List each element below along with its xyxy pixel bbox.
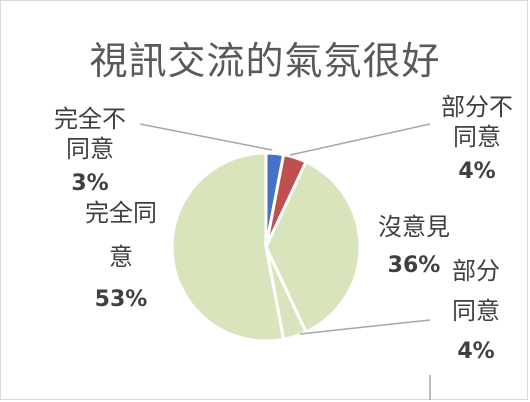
label-partly-agree: 部分 同意 4% xyxy=(436,256,516,366)
label-partly-agree-line1: 部分 xyxy=(452,257,500,285)
slice-strongly-agree xyxy=(170,151,286,343)
label-strongly-agree: 完全同 意 53% xyxy=(66,198,176,314)
label-strongly-disagree-line1: 完全不 xyxy=(54,105,126,133)
label-no-opinion-line1: 沒意見 xyxy=(378,213,450,241)
leader-line-strongly-disagree xyxy=(139,123,273,151)
label-strongly-agree-percent: 53% xyxy=(94,287,148,312)
label-no-opinion: 沒意見 36% xyxy=(366,212,462,280)
label-partly-disagree-line1: 部分不 xyxy=(441,93,513,121)
slice-no-opinion xyxy=(264,159,362,335)
label-strongly-agree-line1: 完全同 xyxy=(85,199,157,227)
label-partly-disagree: 部分不 同意 4% xyxy=(432,92,522,186)
label-strongly-disagree-line2: 同意 xyxy=(66,135,114,163)
label-strongly-agree-line2: 意 xyxy=(109,243,133,271)
label-partly-agree-percent: 4% xyxy=(457,339,495,364)
leader-line-partly-disagree xyxy=(289,123,431,156)
label-strongly-disagree: 完全不 同意 3% xyxy=(40,104,140,198)
label-partly-disagree-percent: 4% xyxy=(458,159,496,184)
label-partly-disagree-line2: 同意 xyxy=(453,123,501,151)
label-strongly-disagree-percent: 3% xyxy=(71,171,109,196)
leader-line-partly-agree xyxy=(299,319,431,335)
chart-title: 視訊交流的氣氛很好 xyxy=(89,39,441,83)
label-no-opinion-percent: 36% xyxy=(387,253,441,278)
label-partly-agree-line2: 同意 xyxy=(452,297,500,325)
